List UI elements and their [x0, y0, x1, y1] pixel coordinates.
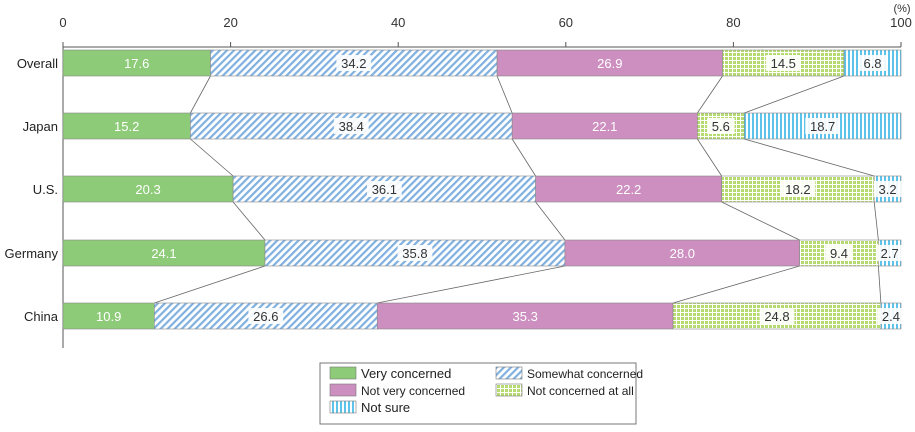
bar-segment — [511, 112, 698, 140]
legend-label: Not sure — [361, 400, 410, 415]
data-label: 28.0 — [670, 246, 695, 261]
legend-swatch — [329, 383, 357, 397]
connector-line — [190, 138, 234, 177]
legend-label: Somewhat concerned — [527, 367, 643, 381]
data-label: 2.7 — [881, 246, 899, 261]
data-label: 36.1 — [372, 182, 397, 197]
connector-line — [377, 265, 566, 304]
connector-line — [511, 138, 536, 177]
x-tick-label: 20 — [223, 15, 237, 30]
data-label-bg — [336, 55, 372, 71]
legend-swatch — [495, 383, 523, 397]
connector-line — [496, 75, 513, 114]
x-tick-label: 60 — [559, 15, 573, 30]
legend-swatch — [495, 366, 523, 380]
bar-segment — [62, 49, 211, 77]
data-label: 5.6 — [712, 119, 730, 134]
connector-line — [877, 265, 882, 304]
bar-segment — [62, 302, 155, 330]
unit-label: (%) — [893, 3, 910, 15]
legend: Very concerned Somewhat concerned Not very… — [319, 362, 643, 425]
data-label-bg — [873, 181, 902, 197]
bar-segment — [535, 175, 722, 203]
legend-box — [319, 362, 637, 425]
connector-line — [721, 201, 800, 241]
axis-layer: 0 20 40 60 80 100(%) Overall Japan U.S. Germany Ch… — [5, 3, 912, 348]
legend-swatch — [329, 366, 357, 380]
bar-segment — [62, 175, 234, 203]
bar-segment — [376, 302, 674, 330]
category-label: China — [24, 309, 59, 324]
data-label: 6.8 — [863, 56, 881, 71]
legend-label: Not very concerned — [361, 384, 465, 398]
data-label-bg — [397, 245, 433, 261]
data-label-bg — [707, 118, 735, 134]
connector-line — [232, 201, 266, 241]
connector-line — [154, 265, 266, 304]
connector-layer — [154, 75, 882, 304]
category-label: Overall — [17, 56, 58, 71]
connector-line — [697, 75, 723, 114]
category-label: Japan — [23, 119, 58, 134]
data-label: 24.1 — [151, 246, 176, 261]
bar-segment — [62, 239, 266, 267]
connector-line — [672, 265, 800, 304]
data-label: 3.2 — [879, 182, 897, 197]
data-label: 26.6 — [253, 309, 278, 324]
connector-line — [190, 75, 211, 114]
data-label-bg — [780, 181, 816, 197]
data-label: 18.2 — [785, 182, 810, 197]
data-label: 2.4 — [882, 309, 900, 324]
connector-line — [697, 138, 723, 177]
data-label: 22.1 — [592, 119, 617, 134]
data-label: 17.6 — [124, 56, 149, 71]
data-label: 14.5 — [771, 56, 796, 71]
data-label-bg — [366, 181, 402, 197]
connector-line — [744, 138, 875, 177]
data-label-bg — [765, 55, 801, 71]
data-label: 10.9 — [96, 309, 121, 324]
data-label: 18.7 — [810, 119, 835, 134]
data-label: 34.2 — [341, 56, 366, 71]
data-label-bg — [875, 245, 904, 261]
data-label: 35.3 — [513, 309, 538, 324]
data-label: 9.4 — [830, 246, 848, 261]
data-label: 35.8 — [402, 246, 427, 261]
bar-segment — [232, 175, 536, 203]
data-label-bg — [858, 55, 887, 71]
x-tick-label: 80 — [726, 15, 740, 30]
connector-line — [535, 201, 566, 241]
category-label: U.S. — [33, 182, 58, 197]
data-label: 20.3 — [135, 182, 160, 197]
data-label: 26.9 — [597, 56, 622, 71]
data-label-bg — [877, 308, 905, 324]
bar-segment — [496, 49, 723, 77]
data-label-bg — [248, 308, 284, 324]
legend-label: Not concerned at all — [527, 384, 634, 398]
bar-segment — [62, 112, 191, 140]
data-label-bg — [333, 118, 369, 134]
legend-swatch — [329, 400, 357, 414]
x-tick-label: 40 — [391, 15, 405, 30]
bars-layer: 17.6 34.2 26.9 14.5 6.8 15.2 38.4 22.1 5.6 18.7 20… — [62, 49, 905, 330]
data-label-bg — [805, 118, 841, 134]
data-label: 22.2 — [616, 182, 641, 197]
data-label-bg — [825, 245, 853, 261]
connector-line — [873, 201, 879, 241]
data-label: 38.4 — [339, 119, 364, 134]
category-label: Germany — [5, 246, 59, 261]
connector-line — [744, 75, 845, 114]
data-label: 24.8 — [764, 309, 789, 324]
bar-segment — [564, 239, 800, 267]
x-tick-label: 0 — [59, 15, 66, 30]
data-label: 15.2 — [114, 119, 139, 134]
x-tick-label: 100 — [890, 15, 912, 30]
data-label-bg — [759, 308, 795, 324]
legend-label: Very concerned — [361, 366, 451, 381]
